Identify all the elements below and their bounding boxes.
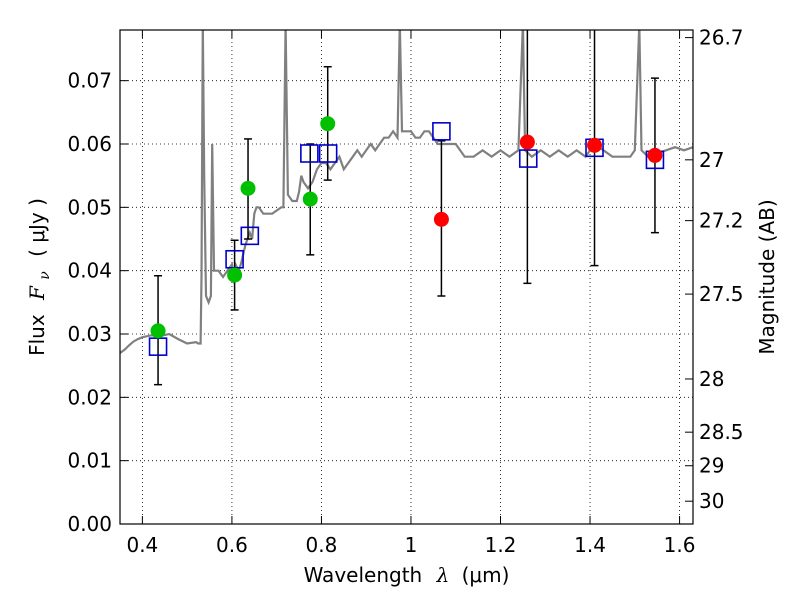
mag-tick-label: 30 [699,489,724,513]
y-tick-label: 0.05 [67,195,112,219]
mag-tick-label: 26.7 [699,26,744,50]
mag-tick-label: 29 [699,454,724,478]
mag-tick-label: 27 [699,148,724,172]
model-square-marker [300,144,319,163]
x-tick-label: 1.6 [664,533,696,557]
x-tick-label: 1 [405,533,418,557]
y-tick-label: 0.06 [67,132,112,156]
model-squares [148,122,665,356]
spectrum-layer [120,30,693,354]
y-tick-label: 0.01 [67,449,112,473]
model-square-marker [240,226,260,246]
green-data-point [302,191,318,207]
x-tick-label: 0.4 [126,533,158,557]
mag-tick-label: 27.2 [699,209,744,233]
x-tick-label: 1.4 [574,533,606,557]
y-tick-label: 0.02 [67,385,112,409]
model-spectrum-line [120,30,693,354]
red-data-point [587,137,603,153]
y-tick-label: 0.07 [67,69,112,93]
mag-tick-label: 28 [699,367,724,391]
axis-ticks: 0.4 0.6 0.8 1 1.2 1.4 1.6 0.00 0.01 0.02 0.03 0.04 0… [67,26,743,557]
x-axis-label: Wavelength λ (μm) [304,563,510,587]
red-data-point [519,134,535,150]
y-tick-label: 0.00 [67,512,112,536]
y-axis-label: Flux F ν ( μJy ) [25,198,54,356]
model-square-marker [432,122,451,141]
mag-tick-label: 27.5 [699,282,744,306]
y-tick-label: 0.04 [67,259,112,283]
data-points [150,116,663,339]
green-data-point [227,267,243,283]
red-data-point [433,211,449,227]
x-tick-label: 0.8 [306,533,338,557]
model-square-marker [318,144,338,163]
y-tick-label: 0.03 [67,322,112,346]
green-data-point [240,180,256,196]
red-data-point [647,147,663,163]
green-data-point [320,116,336,132]
plot-frame [119,29,694,525]
green-data-point [150,323,166,339]
model-square-marker [518,149,538,168]
mag-tick-label: 28.5 [699,420,744,444]
x-tick-label: 0.6 [216,533,248,557]
magnitude-axis-label: Magnitude (AB) [755,199,779,354]
error-bars [154,30,659,386]
x-tick-label: 1.2 [485,533,517,557]
